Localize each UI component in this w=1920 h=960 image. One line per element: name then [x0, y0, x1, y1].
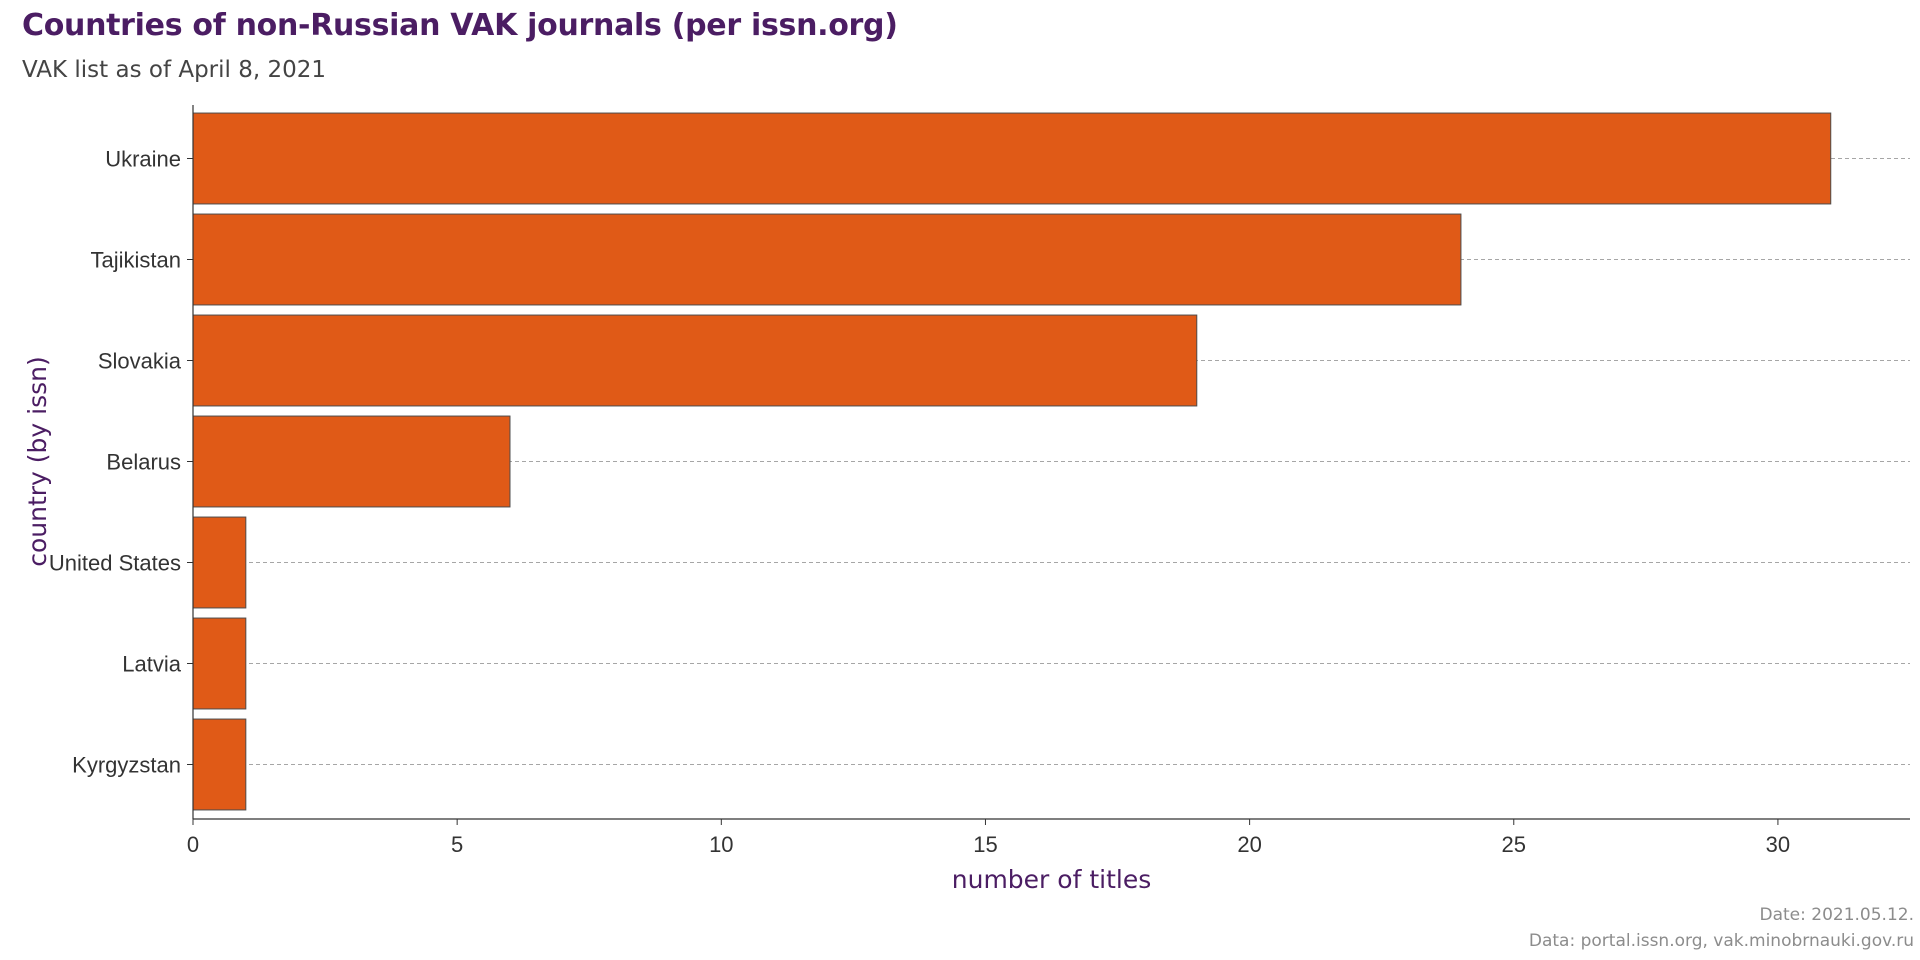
- bar-united-states: [192, 516, 247, 609]
- axes: [187, 105, 1910, 825]
- bar-kyrgyzstan: [192, 718, 247, 811]
- x-tick-label-30: 30: [1766, 832, 1790, 857]
- y-tick-label-ukraine: Ukraine: [105, 147, 181, 172]
- x-tick-label-15: 15: [973, 832, 997, 857]
- x-axis-title: number of titles: [952, 865, 1151, 894]
- bar-latvia: [192, 617, 247, 710]
- chart-title: Countries of non-Russian VAK journals (p…: [22, 8, 898, 43]
- y-tick-label-kyrgyzstan: Kyrgyzstan: [72, 753, 181, 778]
- y-tick-labels: Ukraine Tajikistan Slovakia Belarus United S…: [49, 147, 182, 778]
- x-tick-label-10: 10: [709, 832, 733, 857]
- bar-ukraine: [192, 112, 1832, 205]
- x-tick-label-20: 20: [1237, 832, 1261, 857]
- y-tick-label-united-states: United States: [49, 551, 181, 576]
- caption-date: Date: 2021.05.12.: [1759, 905, 1914, 925]
- chart-subtitle: VAK list as of April 8, 2021: [22, 57, 327, 83]
- x-tick-label-5: 5: [451, 832, 463, 857]
- caption-source: Data: portal.issn.org, vak.minobrnauki.g…: [1528, 931, 1914, 951]
- y-tick-label-slovakia: Slovakia: [98, 349, 182, 374]
- y-tick-label-latvia: Latvia: [122, 652, 181, 677]
- bar-slovakia: [192, 314, 1198, 407]
- x-tick-label-0: 0: [187, 832, 199, 857]
- bar-belarus: [192, 415, 511, 508]
- y-tick-label-belarus: Belarus: [106, 450, 181, 475]
- x-tick-labels: 0 5 10 15 20 25 30: [187, 832, 1790, 857]
- y-axis-title: country (by issn): [23, 356, 52, 567]
- x-tick-label-25: 25: [1502, 832, 1526, 857]
- y-tick-label-tajikistan: Tajikistan: [91, 248, 181, 273]
- bars: [192, 112, 1832, 811]
- bar-tajikistan: [192, 213, 1462, 306]
